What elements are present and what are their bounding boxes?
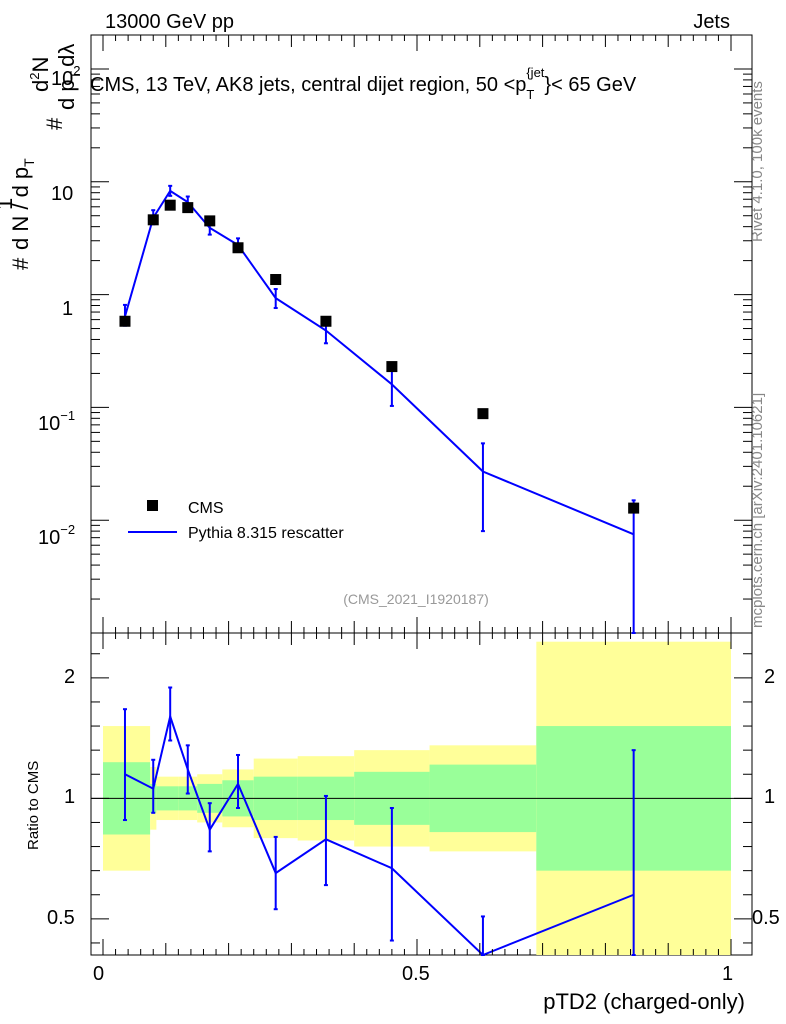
svg-text:d pTdλ: d pTdλ — [54, 44, 83, 110]
svg-text:#: # — [42, 117, 67, 130]
cms-data-point — [182, 202, 194, 214]
ratio-tick-label-2: 2 — [64, 666, 75, 688]
chart-title: CMS, 13 TeV, AK8 jets, central dijet reg… — [90, 65, 637, 102]
y-tick-label-hundred: 102 — [51, 63, 80, 90]
legend-cms-marker — [147, 500, 158, 511]
ratio-tick-label-1: 1 — [64, 786, 75, 808]
y-tick-label-one: 1 — [62, 298, 73, 320]
svg-text:d N / d pT: d N / d pT — [8, 158, 37, 250]
header-energy: 13000 GeV pp — [105, 11, 234, 33]
y-tick-label-tenm1: 10−1 — [38, 408, 75, 435]
ratio-tick-label-05: 0.5 — [47, 907, 75, 929]
cms-data-point — [386, 361, 398, 373]
header-jets: Jets — [693, 11, 730, 33]
svg-text:d2N: d2N — [27, 57, 53, 92]
cms-data-point — [204, 215, 216, 227]
x-tick-label-1: 1 — [722, 963, 733, 985]
ratio-plot-frame — [90, 632, 753, 956]
analysis-id: (CMS_2021_I1920187) — [343, 591, 489, 607]
mcplots-label: mcplots.cern.ch [arXiv:2401.10621] — [749, 393, 766, 628]
pythia-line — [124, 189, 635, 536]
y-axis-label: # d N / d pT 1 # d pTdλ d2N — [0, 44, 83, 270]
cms-data-point — [628, 502, 640, 514]
ratio-y-axis-label: Ratio to CMS — [25, 761, 42, 850]
cms-data-point — [320, 315, 332, 327]
y-tick-label-ten: 10 — [51, 183, 73, 205]
cms-data-point — [477, 408, 489, 420]
svg-text:1: 1 — [0, 198, 17, 210]
cms-data-point — [147, 214, 159, 226]
cms-data-point — [119, 315, 131, 327]
cms-data-point — [164, 199, 176, 211]
ratio-tick-label-2-right: 2 — [764, 666, 775, 688]
main-plot-frame — [90, 34, 753, 634]
x-tick-label-0: 0 — [93, 963, 104, 985]
x-tick-label-05: 0.5 — [402, 963, 430, 985]
cms-data-point — [232, 242, 244, 254]
axis-ticks — [91, 34, 752, 955]
main-series — [119, 184, 640, 634]
x-axis-label: pTD2 (charged-only) — [543, 989, 745, 1014]
rivet-version-label: Rivet 4.1.0, 100k events — [749, 81, 766, 242]
cms-data-point — [270, 274, 282, 286]
ratio-tick-label-05-right: 0.5 — [752, 907, 780, 929]
y-tick-label-tenm2: 10−2 — [38, 522, 75, 549]
legend-cms-label: CMS — [188, 500, 224, 517]
ratio-tick-label-1-right: 1 — [764, 786, 775, 808]
svg-text:#: # — [8, 257, 33, 270]
ratio-series — [122, 686, 636, 957]
legend-pythia-label: Pythia 8.315 rescatter — [188, 525, 344, 542]
